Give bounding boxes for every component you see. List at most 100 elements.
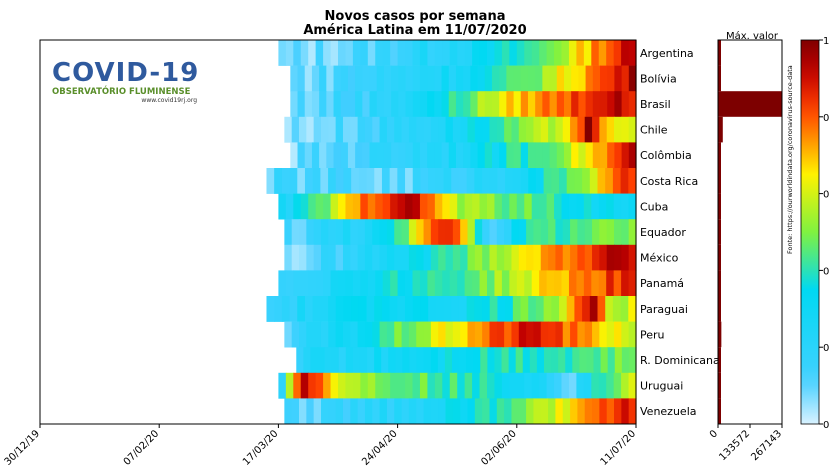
heatmap-cell	[362, 91, 371, 118]
heatmap-cell	[382, 372, 391, 399]
heatmap-cell	[326, 91, 335, 118]
heatmap-cell	[605, 296, 614, 322]
heatmap-cell	[565, 347, 573, 374]
heatmap-cell	[284, 219, 293, 246]
heatmap-cell	[546, 193, 555, 220]
heatmap-cell	[338, 270, 347, 297]
heatmap-cell	[592, 219, 600, 246]
heatmap-cell	[293, 40, 302, 66]
heatmap-cell	[628, 91, 637, 118]
heatmap-cell	[535, 91, 543, 118]
heatmap-cell	[315, 40, 324, 66]
heatmap-cell	[520, 168, 529, 194]
heatmap-cell	[367, 193, 376, 220]
heatmap-cell	[470, 91, 479, 118]
heatmap-cell	[551, 168, 560, 194]
heatmap-cell	[506, 142, 515, 169]
heatmap-cell	[472, 372, 481, 399]
heatmap-cell	[405, 270, 414, 297]
heatmap-cell	[342, 116, 351, 143]
country-label: R. Dominicana	[640, 354, 720, 367]
country-label: Uruguai	[640, 380, 683, 393]
heatmap-cell	[522, 347, 531, 374]
heatmap-cell	[335, 321, 344, 348]
heatmap-cell	[357, 244, 366, 271]
heatmap-cell	[430, 398, 439, 425]
max-value-bar	[718, 219, 721, 245]
heatmap-cell	[323, 372, 332, 399]
heatmap-cell	[460, 244, 469, 271]
heatmap-cell	[628, 65, 637, 92]
heatmap-cell	[489, 116, 498, 143]
heatmap-cell	[398, 91, 407, 118]
heatmap-cell	[352, 270, 361, 297]
heatmap-cell	[379, 219, 388, 246]
heatmap-cell	[423, 347, 432, 374]
heatmap-cell	[504, 398, 513, 425]
heatmap-cell	[458, 168, 468, 194]
max-value-bar	[718, 142, 721, 168]
heatmap-cell	[546, 372, 555, 399]
heatmap-cell	[340, 142, 349, 169]
heatmap-cell	[419, 142, 428, 169]
chart-subtitle: América Latina em 11/07/2020	[303, 23, 527, 38]
heatmap-cell	[434, 40, 443, 66]
heatmap-cell	[494, 372, 503, 399]
heatmap-cell	[562, 219, 571, 246]
heatmap-cell	[394, 219, 403, 246]
heatmap-cell	[438, 219, 447, 246]
heatmap-cell	[466, 347, 474, 374]
heatmap-cell	[445, 321, 454, 348]
heatmap-cell	[614, 91, 623, 118]
heatmap-cell	[593, 347, 602, 374]
heatmap-cell	[338, 347, 347, 374]
heatmap-cell	[628, 398, 637, 425]
heatmap-cell	[607, 142, 615, 169]
heatmap-cell	[289, 168, 298, 194]
heatmap-cell	[482, 321, 491, 348]
heatmap-cell	[477, 142, 486, 169]
heatmap-cell	[613, 372, 622, 399]
heatmap-cell	[357, 398, 366, 425]
heatmap-cell	[299, 398, 307, 425]
heatmap-cell	[281, 168, 291, 194]
heatmap-cell	[579, 347, 588, 374]
heatmap-cell	[340, 91, 349, 118]
heatmap-cell	[397, 270, 406, 297]
heatmap-cell	[372, 321, 381, 348]
heatmap-cell	[335, 219, 344, 246]
heatmap-cell	[442, 40, 451, 66]
heatmap-cell	[412, 372, 421, 399]
heatmap-cell	[504, 244, 513, 271]
heatmap-cell	[443, 296, 452, 322]
heatmap-cell	[293, 193, 302, 220]
heatmap-cell	[470, 142, 479, 169]
heatmap-cell	[482, 116, 491, 143]
heatmap-cell	[328, 321, 337, 348]
heatmap-cell	[340, 65, 349, 92]
heatmap-cell	[473, 347, 481, 374]
heatmap-cell	[501, 347, 510, 374]
heatmap-cell	[466, 296, 475, 322]
heatmap-cell	[389, 168, 398, 194]
heatmap-cell	[357, 116, 366, 143]
country-label: Cuba	[640, 200, 668, 213]
heatmap-cell	[405, 91, 414, 118]
heatmap-cell	[599, 219, 608, 246]
heatmap-cell	[297, 91, 306, 118]
heatmap-cell	[401, 398, 410, 425]
max-value-bar	[718, 398, 721, 424]
heatmap-cell	[366, 168, 375, 194]
heatmap-cell	[328, 219, 337, 246]
heatmap-cell	[504, 321, 513, 348]
heatmap-cell	[524, 372, 533, 399]
heatmap-cell	[546, 270, 555, 297]
heatmap-cell	[383, 65, 392, 92]
heatmap-cell	[386, 116, 395, 143]
heatmap-cell	[416, 398, 425, 425]
heatmap-cell	[504, 116, 513, 143]
x-tick-label: 07/02/20	[122, 428, 162, 468]
heatmap-cell	[460, 321, 469, 348]
heatmap-cell	[563, 91, 572, 118]
x-tick-label: 24/04/20	[360, 428, 400, 468]
